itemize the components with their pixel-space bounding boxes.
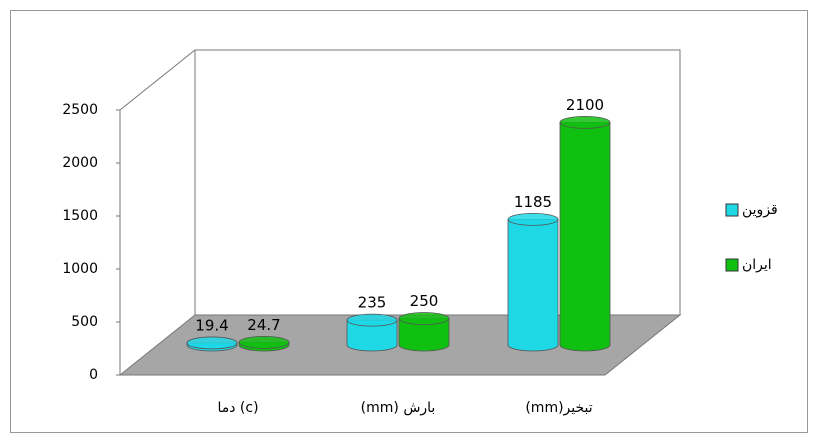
legend-swatch (725, 258, 739, 272)
value-label: 19.4 (195, 316, 228, 334)
cylinder-top (507, 212, 559, 226)
y-tick-label: 0 (89, 367, 98, 383)
legend-label: ایران (742, 257, 772, 273)
back-wall (119, 49, 681, 315)
y-tick-label: 1000 (62, 261, 98, 277)
cylinder-body (346, 319, 398, 352)
cylinder-body (507, 218, 559, 352)
value-label: 24.7 (247, 316, 280, 334)
cylinder-top (186, 336, 238, 350)
cylinder-body (398, 318, 450, 352)
cylinder-top (238, 335, 290, 349)
cylinder-top (559, 116, 611, 129)
value-label: 250 (410, 292, 439, 310)
y-tick-label: 2000 (62, 155, 98, 171)
value-label: 2100 (566, 96, 604, 114)
legend-swatch (725, 203, 739, 217)
x-tick-label: دما (c) (217, 400, 258, 416)
x-tick-label: (mm) بارش (361, 400, 436, 416)
x-tick-label: (mm)تبخیر (525, 400, 592, 416)
y-tick-label: 1500 (62, 208, 98, 224)
value-label: 1185 (514, 193, 552, 211)
legend-label: قزوین (742, 202, 778, 218)
y-tick-label: 500 (71, 314, 98, 330)
cylinder-top (346, 313, 398, 327)
value-label: 235 (358, 294, 387, 312)
cylinder-body (559, 122, 611, 352)
cylinder-top (398, 312, 450, 325)
y-tick-label: 2500 (62, 102, 98, 118)
